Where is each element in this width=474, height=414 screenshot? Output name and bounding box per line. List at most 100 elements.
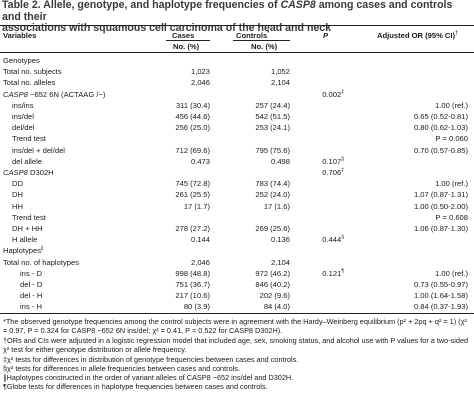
row-label-text: ins/ins xyxy=(12,100,34,110)
row-label-text: del allele xyxy=(12,156,42,166)
cell-cases: 2,046 xyxy=(146,258,210,267)
footnote: ‡χ² tests for differences in distributio… xyxy=(3,355,299,364)
cell-cases: 0.473 xyxy=(146,157,210,166)
row-label: ins - H xyxy=(20,302,42,311)
row-label-text: HH xyxy=(12,201,23,211)
cell-p-value: 0.706‡ xyxy=(296,168,344,177)
cell-controls-text: 253 (24.1) xyxy=(255,123,290,133)
header-cases: Cases xyxy=(172,31,195,40)
cell-controls-text: 0.498 xyxy=(270,156,290,166)
row-label: H allele xyxy=(12,235,37,244)
row-label-text: CASP8 −652 6N (ACTAAG /−) xyxy=(3,89,106,99)
cell-cases-text: 80 (3.9) xyxy=(183,302,210,312)
cell-controls-text: 269 (25.6) xyxy=(255,224,290,233)
title-line1-b: among cases and controls and their xyxy=(2,0,453,23)
cell-adjusted-or: 1.07 (0.87-1.31) xyxy=(346,190,468,199)
cell-controls: 1,052 xyxy=(226,67,290,76)
row-label: Total no. subjects xyxy=(3,67,62,76)
row-label: HH xyxy=(12,202,23,211)
footnote: *The observed genotype frequencies among… xyxy=(3,317,467,335)
header-controls: Controls* xyxy=(236,30,270,40)
cell-adjusted-or-text: 0.65 (0.52-0.81) xyxy=(413,112,468,121)
row-label-text: Haplotypes xyxy=(3,246,41,256)
row-label-text: DD xyxy=(12,179,23,189)
cell-adjusted-or-text: 1.00 (ref.) xyxy=(435,100,468,110)
cell-adjusted-or: 0.65 (0.52-0.81) xyxy=(346,112,468,121)
cell-controls: 202 (9.6) xyxy=(226,291,290,300)
cell-adjusted-or: P = 0.608 xyxy=(346,213,468,222)
cell-cases: 998 (48.8) xyxy=(146,269,210,278)
row-label-text: ins - H xyxy=(20,302,42,312)
cell-cases-text: 1,023 xyxy=(190,67,210,77)
cell-p-value: 0.121¶ xyxy=(296,269,344,278)
cell-p-value: 0.444§ xyxy=(296,235,344,244)
cell-cases: 1,023 xyxy=(146,67,210,76)
cell-controls: 783 (74.4) xyxy=(226,179,290,188)
cell-cases-text: 256 (25.0) xyxy=(175,123,210,133)
row-label-text: Total no. alleles xyxy=(3,78,56,88)
cell-p-value: 0.107§ xyxy=(296,157,344,166)
cell-adjusted-or-text: P = 0.060 xyxy=(435,134,468,144)
cell-p-value: 0.002‡ xyxy=(296,90,344,99)
cell-adjusted-or-text: 0.80 (0.62-1.03) xyxy=(413,123,468,133)
cell-p-value-text: 0.002 xyxy=(322,89,342,99)
cell-adjusted-or-text: 1.00 (0.50-2.00) xyxy=(413,201,468,211)
cell-adjusted-or: 1.00 (0.50-2.00) xyxy=(346,202,468,211)
cell-controls-text: 846 (40.2) xyxy=(255,280,290,289)
cell-adjusted-or-text: 1.00 (ref.) xyxy=(435,179,468,189)
cell-controls: 542 (51.5) xyxy=(226,112,290,121)
header-controls-sub: No. (%) xyxy=(251,42,278,51)
cell-cases-text: 261 (25.5) xyxy=(175,190,210,200)
gene-name: CASP8 xyxy=(3,89,28,99)
row-label-text: del - D xyxy=(20,280,43,289)
cell-p-value-footnote-mark: § xyxy=(341,234,344,241)
row-label-text: Genotypes xyxy=(3,56,40,65)
footnote: †ORs and CIs were adjusted in a logistic… xyxy=(3,336,469,354)
cell-adjusted-or: P = 0.060 xyxy=(346,134,468,143)
row-label-text: Total no. of haplotypes xyxy=(3,257,79,267)
title-gene: CASP8 xyxy=(280,0,316,11)
row-label: ins - D xyxy=(20,269,42,278)
row-label-text: ins/del + del/del xyxy=(12,145,65,155)
controls-underline xyxy=(233,40,290,41)
table-title: Table 2. Allele, genotype, and haplotype… xyxy=(2,0,472,35)
footnote: ¶Globe tests for differences in haplotyp… xyxy=(3,382,268,391)
cell-adjusted-or-text: 0.70 (0.57-0.85) xyxy=(413,145,468,155)
row-label: DD xyxy=(12,179,23,188)
footnote: ∥Haplotypes constructed in the order of … xyxy=(3,373,294,382)
cell-adjusted-or-text: 0.73 (0.55-0.97) xyxy=(413,280,468,289)
header-variables: Variables xyxy=(3,31,37,40)
table-number: Table 2. xyxy=(2,0,41,11)
row-label-footnote-mark: ∥ xyxy=(41,245,44,252)
top-rule xyxy=(0,25,474,26)
cell-adjusted-or: 0.80 (0.62-1.03) xyxy=(346,123,468,132)
cell-adjusted-or-text: P = 0.608 xyxy=(435,212,468,222)
cell-controls-text: 972 (46.2) xyxy=(255,268,290,278)
cell-controls-text: 257 (24.4) xyxy=(255,100,290,110)
cell-cases: 256 (25.0) xyxy=(146,123,210,132)
cell-cases: 456 (44.6) xyxy=(146,112,210,121)
bottom-rule xyxy=(0,313,474,314)
cell-p-value-text: 0.121 xyxy=(322,268,342,278)
row-label: del - D xyxy=(20,280,42,289)
row-label: DH xyxy=(12,190,23,199)
cell-controls-text: 202 (9.6) xyxy=(259,291,290,301)
row-label: DH + HH xyxy=(12,224,43,233)
cell-cases: 17 (1.7) xyxy=(146,202,210,211)
cell-adjusted-or: 1.00 (1.64-1.58) xyxy=(346,291,468,300)
row-label: del/del xyxy=(12,123,34,132)
cell-cases: 278 (27.2) xyxy=(146,224,210,233)
cell-cases-text: 745 (72.8) xyxy=(175,179,210,189)
cell-cases-text: 712 (69.6) xyxy=(175,145,210,155)
cell-controls: 269 (25.6) xyxy=(226,224,290,233)
cell-adjusted-or: 1.00 (ref.) xyxy=(346,269,468,278)
row-label: del - H xyxy=(20,291,42,300)
cell-cases: 745 (72.8) xyxy=(146,179,210,188)
cell-controls: 0.136 xyxy=(226,235,290,244)
row-label-text: del - H xyxy=(20,291,43,301)
cell-p-value-footnote-mark: ‡ xyxy=(341,167,344,174)
row-label: CASP8 D302H xyxy=(3,168,54,177)
cell-cases: 751 (36.7) xyxy=(146,280,210,289)
cell-adjusted-or: 1.06 (0.87-1.30) xyxy=(346,224,468,233)
cell-controls: 972 (46.2) xyxy=(226,269,290,278)
